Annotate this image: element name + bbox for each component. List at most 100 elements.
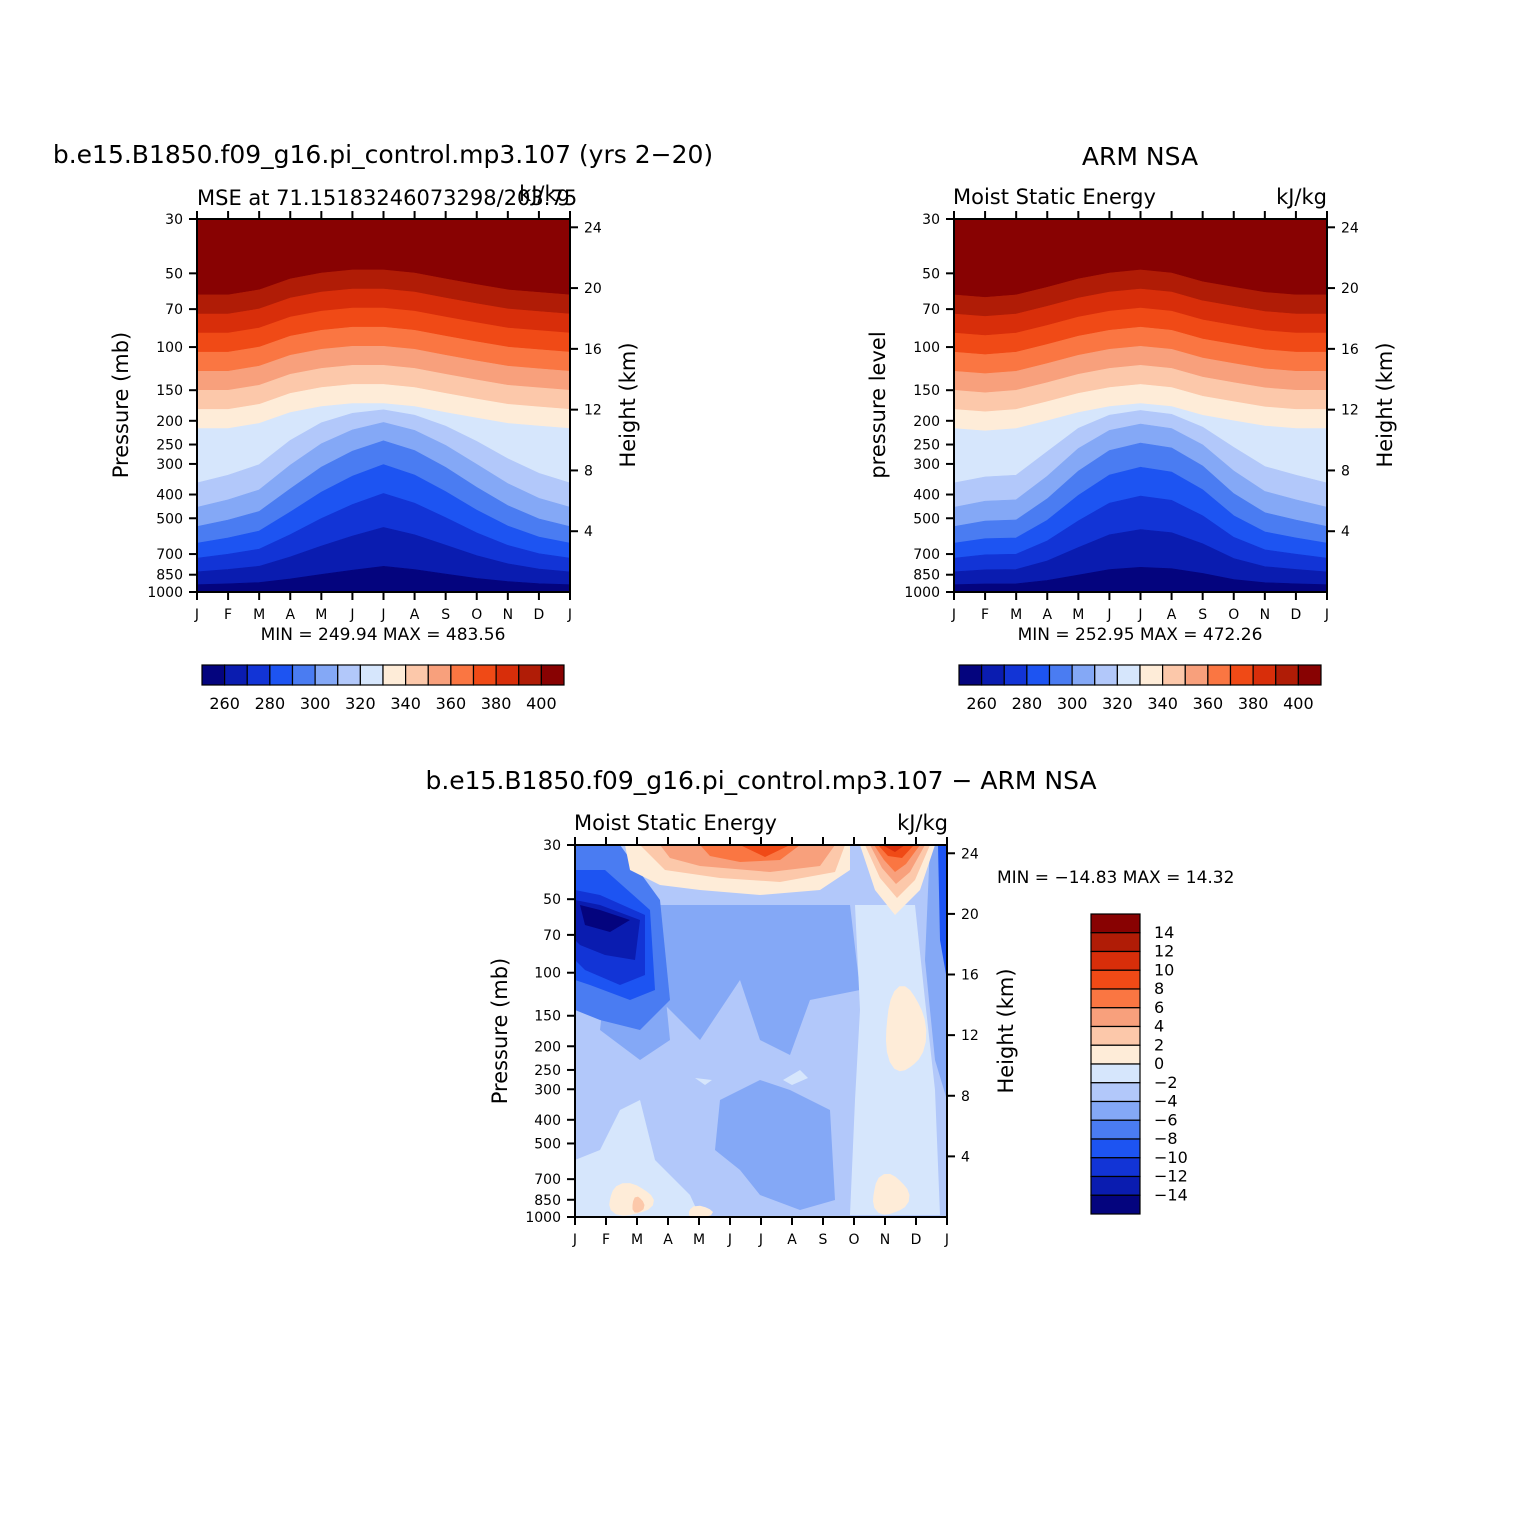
panel-model-xtick-label: O	[471, 607, 482, 623]
panel-diff-colorbar-label: −6	[1154, 1110, 1178, 1129]
panel-diff-colorbar-label: −14	[1154, 1185, 1188, 1204]
panel-obs-ytick-label: 150	[913, 383, 940, 399]
panel-diff-xtick-label: J	[944, 1232, 949, 1248]
diff-region	[660, 905, 860, 1055]
panel-model-colorbar-label: 300	[300, 694, 331, 713]
panel-model-ytick-label: 500	[156, 511, 183, 527]
panel-obs-xtick-label: F	[981, 607, 989, 623]
panel-diff-ytick-label: 850	[534, 1193, 561, 1209]
panel-obs-colorbar-box	[958, 664, 983, 686]
panel-model-xtick-label: M	[315, 607, 327, 623]
panel-obs-ylabel: pressure level	[866, 331, 890, 478]
panel-obs-colorbar-label: 340	[1147, 694, 1178, 713]
panel-obs-colorbar-box	[1048, 664, 1073, 686]
panel-model-ytick-label: 100	[156, 340, 183, 356]
panel-model-ytick-label: 700	[156, 547, 183, 563]
panel-model-ytick-label: 1000	[147, 585, 183, 601]
panel-model-colorbar-box	[472, 664, 497, 686]
panel-model-ytick-label: 300	[156, 457, 183, 473]
panel-diff-stats: MIN = −14.83 MAX = 14.32	[997, 868, 1234, 888]
panel-obs-title: ARM NSA	[1082, 142, 1198, 171]
panel-diff-colorbar-label: 2	[1154, 1035, 1164, 1054]
panel-diff-colorbar-label: 4	[1154, 1017, 1164, 1036]
panel-obs-colorbar-box	[1207, 664, 1232, 686]
panel-diff-y2label: Height (km)	[994, 968, 1018, 1093]
panel-diff-ylabel: Pressure (mb)	[488, 958, 512, 1105]
panel-model-y2tick-label: 24	[584, 220, 602, 236]
panel-obs-ytick-label: 200	[913, 414, 940, 430]
panel-diff-colorbar-box	[1090, 950, 1141, 971]
panel-diff-contour-field	[575, 845, 947, 1218]
panel-observation: ARM NSA Moist Static Energy kJ/kg 30 50 70…	[866, 142, 1397, 713]
panel-obs-colorbar: 260 280 300 320 340 360 380 400	[958, 664, 1322, 713]
panel-model-title: b.e15.B1850.f09_g16.pi_control.mp3.107 (…	[53, 140, 713, 169]
panel-obs-ytick-label: 100	[913, 340, 940, 356]
panel-diff-xtick-label: M	[693, 1232, 705, 1248]
panel-diff-xtick-label: J	[727, 1232, 732, 1248]
panel-diff-xtick-label: F	[602, 1232, 610, 1248]
panel-diff-colorbar-box	[1090, 1063, 1141, 1084]
panel-obs-xtick-label: J	[1324, 607, 1329, 623]
panel-model-colorbar-box	[201, 664, 226, 686]
panel-obs-xtick-label: J	[1137, 607, 1142, 623]
panel-diff-xtick-label: J	[572, 1232, 577, 1248]
panel-obs-xtick-label: J	[951, 607, 956, 623]
panel-diff-title: b.e15.B1850.f09_g16.pi_control.mp3.107 −…	[425, 766, 1096, 795]
panel-model-colorbar-box	[405, 664, 429, 686]
panel-diff-xtick-label: J	[758, 1232, 763, 1248]
panel-diff-ytick-label: 200	[534, 1039, 561, 1055]
panel-obs-colorbar-box	[1275, 664, 1299, 686]
panel-model-xtick-label: J	[349, 607, 354, 623]
diff-region	[783, 1070, 808, 1085]
panel-model-y2tick-label: 12	[584, 403, 602, 419]
panel-obs-ytick-label: 1000	[904, 585, 940, 601]
panel-diff-y2tick-label: 8	[961, 1089, 970, 1105]
panel-obs-ytick-label: 400	[913, 488, 940, 504]
panel-diff-ytick-label: 250	[534, 1063, 561, 1079]
panel-obs-colorbar-box	[1184, 664, 1209, 686]
panel-diff-colorbar-box	[1090, 1194, 1141, 1215]
panel-diff-colorbar-label: 8	[1154, 979, 1164, 998]
panel-obs-y2label: Height (km)	[1373, 342, 1397, 467]
panel-model-xtick-label: J	[194, 607, 199, 623]
diff-region	[873, 1173, 910, 1215]
panel-diff-colorbar-label: −4	[1154, 1092, 1178, 1111]
panel-diff-colorbar-box	[1090, 932, 1141, 953]
panel-obs-xtick-label: M	[1010, 607, 1022, 623]
panel-obs-xtick-label: M	[1072, 607, 1084, 623]
panel-model-colorbar-label: 280	[255, 694, 286, 713]
panel-model-colorbar: 260 280 300 320 340 360 380 400	[201, 664, 565, 713]
panel-model-colorbar-box	[246, 664, 271, 686]
panel-model-y2label: Height (km)	[616, 342, 640, 467]
panel-diff-xtick-label: A	[787, 1232, 797, 1248]
panel-diff-colorbar-box	[1090, 1044, 1141, 1065]
panel-obs-xtick-label: D	[1291, 607, 1302, 623]
panel-obs-y2tick-label: 12	[1341, 403, 1359, 419]
diff-region	[695, 1078, 712, 1085]
panel-model: b.e15.B1850.f09_g16.pi_control.mp3.107 (…	[53, 140, 713, 713]
panel-model-colorbar-label: 320	[345, 694, 376, 713]
panel-obs-colorbar-box	[1162, 664, 1186, 686]
panel-obs-xtick-label: O	[1228, 607, 1239, 623]
panel-model-xtick-label: F	[224, 607, 232, 623]
diff-region	[886, 986, 927, 1072]
panel-model-ytick-label: 70	[165, 302, 183, 318]
panel-model-y2tick-label: 8	[584, 463, 593, 479]
panel-diff-ytick-label: 500	[534, 1136, 561, 1152]
panel-model-y2tick-label: 20	[584, 281, 602, 297]
panel-model-colorbar-box	[359, 664, 384, 686]
panel-obs-xtick-label: N	[1260, 607, 1270, 623]
panel-obs-colorbar-box	[981, 664, 1005, 686]
panel-obs-xtick-label: J	[1106, 607, 1111, 623]
panel-obs-colorbar-label: 380	[1238, 694, 1269, 713]
panel-obs-y2tick-label: 24	[1341, 220, 1359, 236]
panel-diff-y2tick-label: 24	[961, 846, 979, 862]
panel-model-y2tick-label: 4	[584, 524, 593, 540]
panel-diff-xtick-label: O	[848, 1232, 859, 1248]
panel-model-colorbar-box	[224, 664, 248, 686]
panel-model-colorbar-label: 260	[209, 694, 240, 713]
panel-diff-ytick-label: 300	[534, 1082, 561, 1098]
panel-model-contour-field	[196, 218, 571, 593]
panel-obs-ytick-label: 850	[913, 568, 940, 584]
